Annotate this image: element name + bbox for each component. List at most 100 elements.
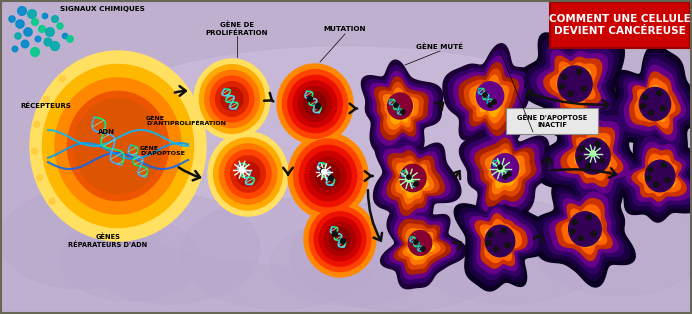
Circle shape [568,91,573,96]
Polygon shape [540,105,641,206]
Ellipse shape [309,206,371,272]
Polygon shape [480,219,521,263]
Circle shape [332,231,338,236]
Ellipse shape [221,87,243,111]
Circle shape [239,167,245,172]
Circle shape [577,156,582,161]
Circle shape [483,93,487,97]
Polygon shape [475,138,536,206]
Ellipse shape [639,88,671,121]
Circle shape [570,229,575,234]
Polygon shape [574,138,610,174]
Circle shape [28,10,37,18]
Polygon shape [459,121,552,224]
Circle shape [501,228,507,233]
Ellipse shape [237,162,260,186]
Circle shape [57,23,63,29]
Circle shape [15,33,21,39]
Ellipse shape [576,138,610,174]
Text: GÈNE
D'ANTIPROLIFÉRATION: GÈNE D'ANTIPROLIFÉRATION [146,116,226,127]
Polygon shape [381,205,466,289]
Polygon shape [550,62,596,111]
Circle shape [595,142,600,147]
Polygon shape [408,233,435,259]
Circle shape [572,219,577,225]
Ellipse shape [74,99,162,193]
Polygon shape [464,202,538,279]
Ellipse shape [180,199,380,309]
Polygon shape [378,140,455,227]
Polygon shape [388,94,413,124]
Polygon shape [632,148,686,201]
Polygon shape [459,197,544,285]
Polygon shape [454,191,549,291]
Ellipse shape [80,105,156,187]
Ellipse shape [408,230,432,255]
Polygon shape [470,208,533,274]
Polygon shape [538,179,630,280]
Polygon shape [640,85,670,122]
Polygon shape [624,65,686,140]
Circle shape [654,182,659,187]
Ellipse shape [388,93,412,119]
Ellipse shape [535,196,692,296]
Circle shape [561,74,567,79]
Polygon shape [518,33,624,147]
Ellipse shape [288,133,368,219]
Ellipse shape [0,189,160,289]
Polygon shape [557,68,590,104]
Ellipse shape [60,217,200,301]
Circle shape [646,176,651,181]
Polygon shape [544,56,602,118]
Ellipse shape [485,225,515,257]
Polygon shape [464,127,547,218]
Text: GÈNE D'APOPTOSE
INACTIF: GÈNE D'APOPTOSE INACTIF [517,114,587,128]
Ellipse shape [92,118,144,174]
Ellipse shape [205,70,260,128]
Circle shape [586,163,591,168]
Circle shape [599,158,604,163]
Ellipse shape [67,91,169,201]
Text: COMMENT UNE CELLULE
DEVIENT CANCÉREUSE: COMMENT UNE CELLULE DEVIENT CANCÉREUSE [549,14,691,36]
Ellipse shape [298,87,331,121]
Polygon shape [638,154,681,196]
Ellipse shape [304,92,326,116]
Polygon shape [459,62,518,135]
Ellipse shape [319,217,361,261]
Text: GÈNE DE
PROLIFÉRATION: GÈNE DE PROLIFÉRATION [206,22,268,36]
Ellipse shape [199,65,264,133]
Circle shape [307,96,313,101]
Ellipse shape [270,222,430,306]
Circle shape [42,14,48,19]
Ellipse shape [305,151,351,201]
Circle shape [21,40,29,48]
Ellipse shape [304,201,376,277]
Circle shape [414,182,418,186]
Ellipse shape [42,64,194,228]
Text: GÈNE MUTÉ: GÈNE MUTÉ [417,44,464,50]
Polygon shape [370,71,433,145]
Circle shape [394,103,398,107]
Circle shape [591,231,596,236]
Circle shape [66,36,73,42]
Circle shape [665,178,670,183]
Ellipse shape [290,201,510,311]
Ellipse shape [210,76,254,122]
Circle shape [488,103,492,107]
Ellipse shape [314,212,366,266]
Circle shape [662,163,666,168]
Circle shape [579,146,585,151]
Circle shape [587,215,592,220]
Polygon shape [394,219,450,274]
Circle shape [401,110,406,114]
Circle shape [32,148,37,154]
Circle shape [17,7,26,15]
Circle shape [505,243,510,248]
Ellipse shape [215,82,248,116]
Ellipse shape [311,157,345,195]
Ellipse shape [282,70,347,138]
Polygon shape [480,144,530,200]
Circle shape [488,232,493,237]
Circle shape [60,76,65,82]
Circle shape [641,104,646,109]
